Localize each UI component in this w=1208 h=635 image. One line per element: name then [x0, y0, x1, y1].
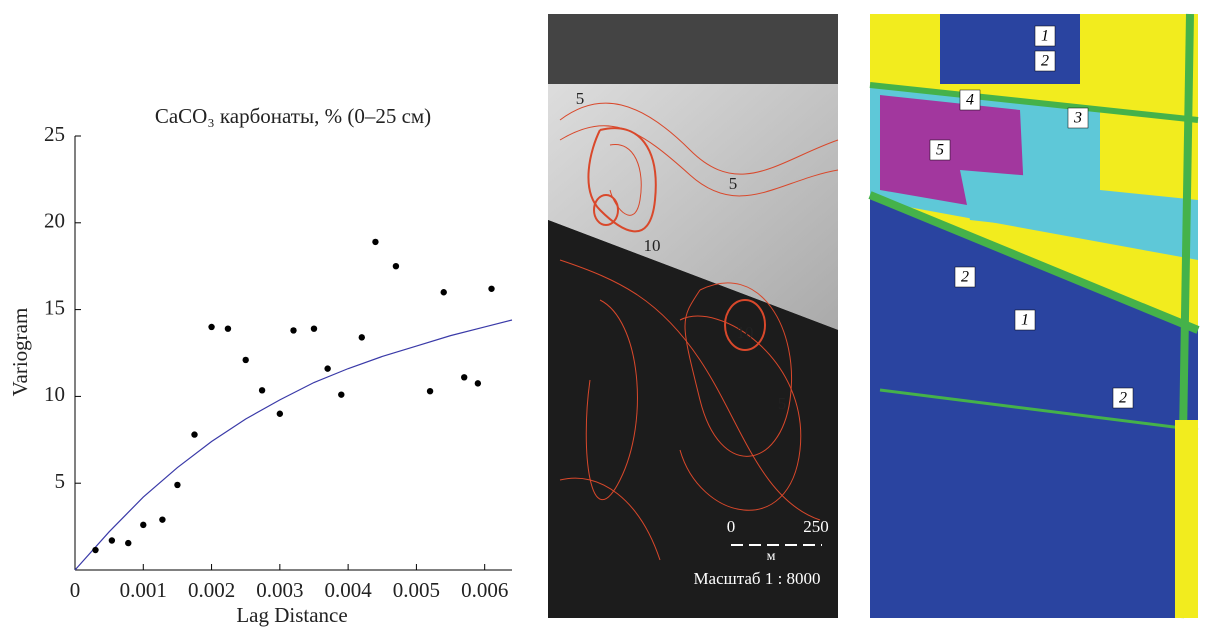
data-point [191, 431, 197, 437]
chart-title: CaCO₃ карбонаты, % (0–25 см) [155, 104, 431, 128]
data-point [174, 482, 180, 488]
fit-line [75, 320, 512, 570]
contour-map: 5 5 10 10 5 0 250 м Масштаб 1 : 8000 [548, 14, 838, 618]
data-point [427, 388, 433, 394]
y-tick-label: 20 [44, 209, 65, 233]
data-point [277, 411, 283, 417]
y-tick-label: 15 [44, 295, 65, 319]
class-label: 2 [961, 269, 969, 286]
x-tick-label: 0.003 [256, 578, 303, 602]
data-point [372, 239, 378, 245]
data-point [159, 516, 165, 522]
data-point [338, 391, 344, 397]
x-tick-label: 0.006 [461, 578, 508, 602]
data-point [92, 547, 98, 553]
data-point [324, 365, 330, 371]
scale-caption: Масштаб 1 : 8000 [693, 569, 820, 588]
class-label: 1 [1041, 28, 1049, 45]
data-point [311, 325, 317, 331]
data-point [359, 334, 365, 340]
data-point [243, 357, 249, 363]
y-tick-label: 25 [44, 122, 65, 146]
data-point [208, 324, 214, 330]
x-axis-label: Lag Distance [236, 603, 347, 627]
scale-start: 0 [727, 517, 736, 536]
contour-label: 5 [778, 394, 787, 413]
data-point [125, 540, 131, 546]
data-point [461, 374, 467, 380]
y-tick-label: 10 [44, 382, 65, 406]
x-tick-label: 0.002 [188, 578, 235, 602]
class-label: 1 [1021, 312, 1029, 329]
data-point [225, 325, 231, 331]
contour-label: 5 [576, 89, 585, 108]
data-point [393, 263, 399, 269]
class-label: 3 [1073, 110, 1082, 127]
y-axis-label: Variogram [8, 308, 32, 397]
data-point [259, 387, 265, 393]
x-tick-label: 0 [70, 578, 81, 602]
scale-unit: м [767, 549, 776, 564]
data-point [290, 327, 296, 333]
figure: CaCO₃ карбонаты, % (0–25 см) Lag Distanc… [0, 0, 1208, 630]
contour-label: 10 [737, 323, 754, 342]
class-label: 5 [936, 142, 944, 159]
data-point [488, 286, 494, 292]
data-point [140, 522, 146, 528]
contour-label: 5 [729, 174, 738, 193]
contour-label: 10 [644, 236, 661, 255]
data-point [475, 380, 481, 386]
data-point [109, 537, 115, 543]
x-tick-label: 0.005 [393, 578, 440, 602]
class-label: 2 [1041, 53, 1049, 70]
class-label: 2 [1119, 390, 1127, 407]
data-point [441, 289, 447, 295]
x-tick-label: 0.004 [325, 578, 373, 602]
x-tick-label: 0.001 [120, 578, 167, 602]
class-label: 4 [966, 92, 974, 109]
scale-end: 250 [803, 517, 829, 536]
y-tick-label: 5 [55, 469, 66, 493]
